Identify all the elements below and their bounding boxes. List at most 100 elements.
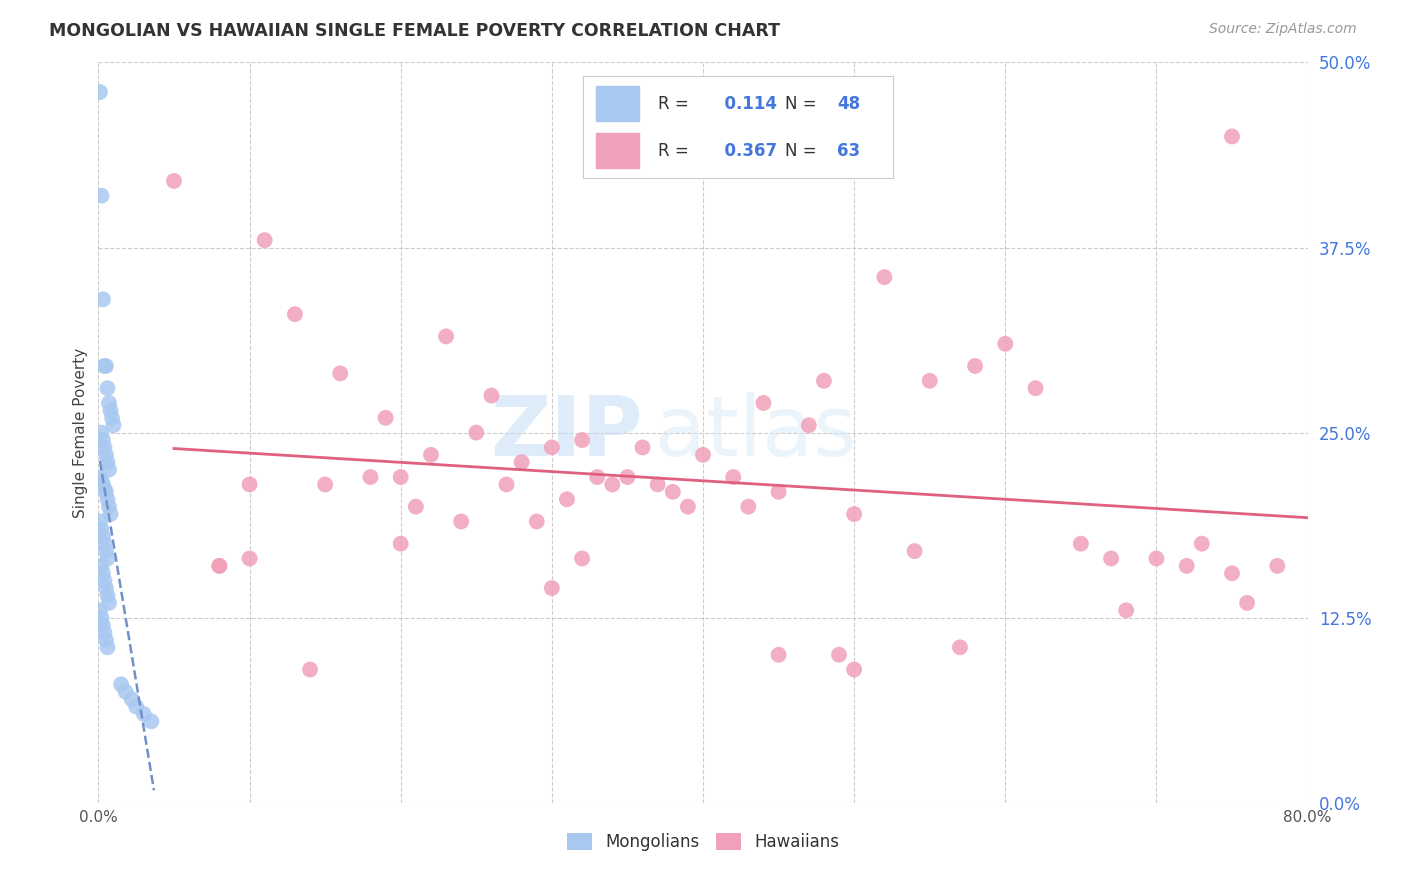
Point [723,470,745,484]
Point [90,188,112,202]
Point [91,293,114,307]
Point [98,596,121,610]
Point [389,470,412,484]
Point [1236,596,1258,610]
Point [91,477,114,491]
Point [93,574,115,588]
Point [132,706,155,721]
Point [96,492,118,507]
Point [114,685,136,699]
Point [284,307,307,321]
Point [420,448,443,462]
Point [89,85,111,99]
Point [314,477,336,491]
Point [96,551,118,566]
Point [91,433,114,447]
Point [510,455,533,469]
Bar [596,133,640,168]
Text: N =: N = [785,95,815,112]
Point [540,581,562,595]
Point [94,448,117,462]
Point [616,470,638,484]
Text: atlas: atlas [655,392,856,473]
Point [89,603,111,617]
Point [103,418,125,433]
Point [1191,536,1213,550]
Point [94,632,117,647]
Point [676,500,699,514]
Point [110,677,132,691]
Point [450,515,472,529]
Point [631,441,654,455]
Y-axis label: Single Female Poverty: Single Female Poverty [73,348,89,517]
Point [389,536,412,550]
Text: 0.367: 0.367 [713,142,778,160]
Point [90,522,112,536]
Point [96,589,118,603]
Point [96,381,118,395]
Point [93,441,115,455]
Text: 63: 63 [837,142,860,160]
Point [555,492,578,507]
Point [495,477,517,491]
Point [208,558,231,573]
Point [405,500,427,514]
Point [692,448,714,462]
Point [737,500,759,514]
Point [329,367,352,381]
Point [1220,129,1243,144]
Point [647,477,669,491]
Point [239,477,262,491]
Legend: Mongolians, Hawaiians: Mongolians, Hawaiians [560,826,846,857]
Text: ZIP: ZIP [491,392,643,473]
Point [540,441,562,455]
Point [844,663,866,677]
Point [768,484,790,499]
Point [661,484,683,499]
Point [1115,603,1137,617]
Point [90,425,112,440]
Point [94,544,117,558]
Point [828,648,851,662]
Point [571,433,593,447]
Point [101,410,124,425]
Point [94,581,117,595]
Point [91,529,114,543]
Point [93,625,115,640]
Point [299,663,322,677]
Point [121,692,143,706]
Point [586,470,609,484]
Text: 48: 48 [837,95,860,112]
Text: 0.114: 0.114 [713,95,778,112]
Point [90,610,112,624]
Point [994,336,1017,351]
Point [239,551,262,566]
Point [98,462,121,476]
Point [141,714,163,729]
Point [904,544,927,558]
Text: Source: ZipAtlas.com: Source: ZipAtlas.com [1209,22,1357,37]
Point [98,396,121,410]
Point [752,396,775,410]
Point [1267,558,1289,573]
Point [94,359,117,373]
Point [1144,551,1167,566]
Point [89,470,111,484]
Point [96,640,118,655]
Point [844,507,866,521]
Point [90,558,112,573]
Point [481,388,503,402]
Point [873,270,896,285]
Point [797,418,820,433]
Point [949,640,972,655]
Point [768,648,790,662]
Point [125,699,148,714]
Point [360,470,382,484]
Point [1070,536,1092,550]
Point [374,410,396,425]
Point [1099,551,1122,566]
Point [91,618,114,632]
Point [96,455,118,469]
Text: N =: N = [785,142,815,160]
Point [526,515,548,529]
